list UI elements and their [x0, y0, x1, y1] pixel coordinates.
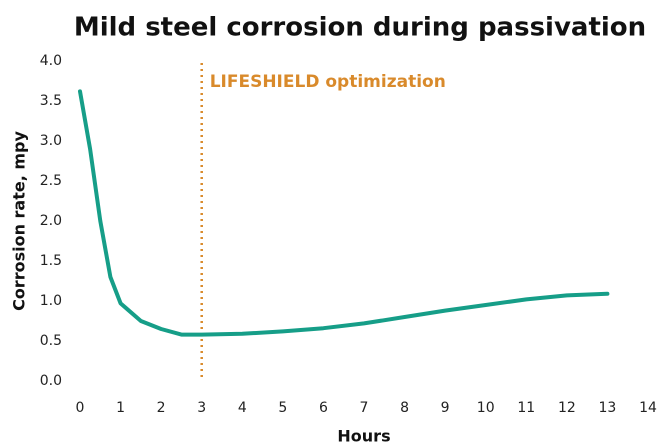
x-tick-label: 2 — [157, 400, 166, 416]
x-tick-label: 14 — [639, 400, 657, 416]
y-tick-label: 1.5 — [40, 253, 62, 269]
x-tick-label: 8 — [400, 400, 409, 416]
x-tick-label: 1 — [116, 400, 125, 416]
annotation-text: LIFESHIELD optimization — [210, 72, 446, 92]
y-axis-title: Corrosion rate, mpy — [10, 131, 29, 311]
y-tick-label: 2.0 — [40, 213, 62, 229]
y-tick-label: 4.0 — [40, 53, 62, 69]
x-tick-label: 3 — [197, 400, 206, 416]
line-series — [78, 89, 610, 337]
y-tick-label: 3.0 — [40, 133, 62, 149]
y-tick-label: 0.0 — [40, 373, 62, 389]
x-tick-label: 6 — [319, 400, 328, 416]
y-tick-label: 1.0 — [40, 293, 62, 309]
x-tick-label: 7 — [360, 400, 369, 416]
x-axis-title: Hours — [337, 427, 390, 446]
x-tick-label: 13 — [599, 400, 617, 416]
x-tick-label: 5 — [278, 400, 287, 416]
y-tick-label: 3.5 — [40, 93, 62, 109]
x-tick-label: 0 — [76, 400, 85, 416]
x-tick-label: 11 — [517, 400, 535, 416]
y-tick-label: 2.5 — [40, 173, 62, 189]
chart-title: Mild steel corrosion during passivation — [74, 13, 646, 43]
x-tick-label: 10 — [477, 400, 495, 416]
y-tick-label: 0.5 — [40, 333, 62, 349]
x-tick-label: 9 — [441, 400, 450, 416]
x-tick-label: 12 — [558, 400, 576, 416]
x-tick-label: 4 — [238, 400, 247, 416]
